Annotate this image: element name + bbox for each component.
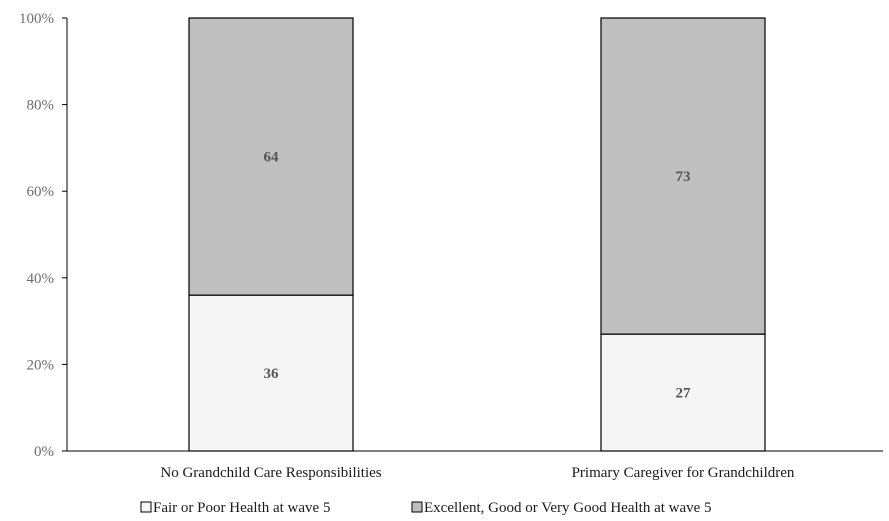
bar-segment bbox=[600, 17, 766, 335]
legend-label: Fair or Poor Health at wave 5 bbox=[153, 500, 330, 516]
bar-segment bbox=[188, 17, 354, 296]
x-axis: No Grandchild Care Responsibilities Prima… bbox=[67, 450, 883, 481]
legend-swatch bbox=[411, 501, 423, 513]
data-label: 73 bbox=[676, 169, 691, 185]
data-label: 36 bbox=[264, 366, 280, 382]
x-category-label: No Grandchild Care Responsibilities bbox=[160, 465, 381, 481]
y-tick-label: 60% bbox=[27, 184, 55, 200]
legend-label: Excellent, Good or Very Good Health at w… bbox=[424, 500, 712, 516]
legend-swatch bbox=[140, 501, 152, 513]
legend: Fair or Poor Health at wave 5 Excellent, … bbox=[140, 500, 712, 516]
y-tick-label: 100% bbox=[19, 11, 54, 27]
y-tick-label: 80% bbox=[27, 98, 55, 114]
x-category-label: Primary Caregiver for Grandchildren bbox=[572, 465, 795, 481]
data-labels: 36 64 27 73 bbox=[264, 150, 692, 402]
y-tick-label: 20% bbox=[27, 357, 55, 373]
bar-segment bbox=[600, 333, 766, 452]
bar-segment bbox=[188, 294, 354, 452]
bars bbox=[188, 17, 766, 452]
y-tick-label: 0% bbox=[34, 444, 54, 460]
data-label: 27 bbox=[676, 386, 692, 402]
y-tick-label: 40% bbox=[27, 271, 55, 287]
y-axis: 0% 20% 40% 60% 80% 100% bbox=[19, 11, 68, 460]
data-label: 64 bbox=[264, 150, 280, 166]
